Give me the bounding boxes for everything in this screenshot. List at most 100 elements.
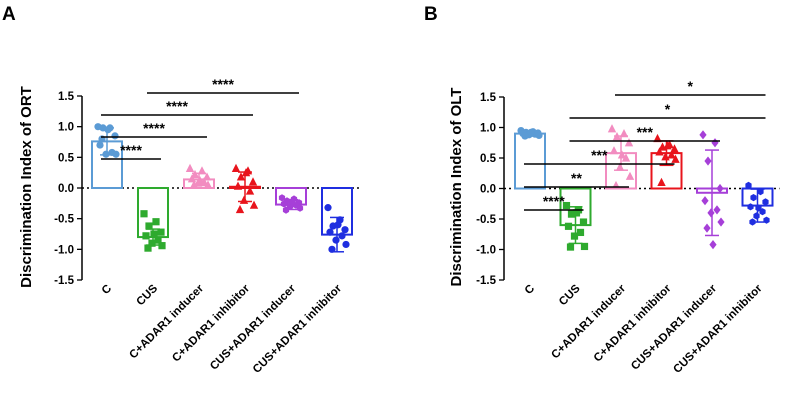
panel-a-data-point: [245, 186, 255, 195]
panel-a-data-point: [248, 177, 258, 186]
panel-b-data-point: [703, 223, 711, 233]
panel-a-data-point: [241, 168, 251, 177]
panel-b-y-tick-label: 1.0: [480, 123, 496, 135]
panel-b-significance-label: ***: [637, 124, 654, 140]
panel-a-y-tick-label: 1.5: [58, 91, 75, 103]
panel-b-data-point: [670, 144, 679, 153]
panel-a-data-point: [195, 176, 205, 185]
panel-b-data-point: [566, 243, 575, 251]
panel-b-data-point: [617, 150, 627, 159]
panel-b-data-point: [699, 130, 707, 140]
panel-b-significance-label: **: [571, 170, 582, 186]
panel-b-data-point: [621, 153, 631, 162]
panel-a-data-point: [112, 150, 120, 158]
panel-a-data-point: [278, 194, 286, 202]
panel-a-data-point: [338, 232, 346, 240]
panel-b-data-point: [657, 177, 666, 186]
panel-a-significance-label: ****: [166, 98, 188, 114]
panel-b-significance-label: ***: [591, 147, 608, 163]
panel-a-significance-label: ****: [143, 120, 165, 136]
panel-b-data-point: [749, 218, 756, 226]
panel-b-data-point: [667, 150, 676, 159]
panel-a-significance-label: ****: [212, 76, 234, 92]
panel-a-y-tick-label: -1.5: [54, 275, 74, 287]
panel-b-data-point: [655, 147, 664, 156]
panel-b-data-point: [747, 203, 754, 211]
panel-a-data-point: [334, 221, 342, 229]
panel-a-data-point: [326, 228, 334, 236]
panel-a-data-point: [282, 206, 290, 214]
panel-b-x-tick-label: CUS+ADAR1 inhibitor: [671, 282, 765, 376]
panel-b-y-tick-label: -0.5: [476, 214, 496, 226]
panel-b-data-point: [661, 152, 670, 161]
panel-a-data-point: [235, 204, 245, 214]
panel-b-data-point: [753, 212, 760, 220]
panel-b: B Discrimination Index of OLT 1.5 1.0 0.5 0…: [424, 4, 780, 376]
panel-b-data-point: [707, 208, 715, 218]
panel-a-data-point: [150, 230, 158, 238]
panel-a-data-point: [154, 236, 162, 244]
panel-a-data-point: [157, 228, 165, 236]
panel-a-data-point: [140, 210, 148, 218]
panel-b-data-point: [717, 217, 725, 227]
panel-b-data-point: [576, 228, 585, 237]
panel-b-data-point: [663, 141, 672, 150]
panel-b-data-point: [615, 162, 625, 171]
panel-a-data-point: [96, 141, 104, 149]
panel-b-x-tick-label: C+ADAR1 inhibitor: [592, 282, 674, 364]
panel-a-data-point: [341, 226, 349, 234]
panel-a-y-tick-label: -1.0: [54, 244, 74, 256]
panel-a-x-tick-label: CUS+ADAR1 inhibitor: [251, 282, 345, 376]
panel-b-data-point: [653, 133, 662, 143]
panel-b-data-point: [535, 131, 543, 140]
panel-b-data-point: [763, 216, 770, 224]
panel-b-data-point: [624, 138, 634, 147]
panel-b-data-point: [607, 124, 617, 133]
panel-a-data-point: [197, 166, 207, 175]
panel-a-data-point: [102, 150, 110, 158]
panel-b-data-point: [619, 129, 629, 138]
panel-b-x-tick-label: CUS+ADAR1 inducer: [629, 282, 719, 372]
panel-b-data-point: [757, 188, 764, 196]
panel-a-data-point: [158, 242, 166, 250]
panel-a-data-point: [203, 180, 213, 189]
panel-a-x-tick-label: CUS+ADAR1 inducer: [208, 282, 298, 372]
panel-b-data-point: [671, 154, 680, 163]
panel-a-data-point: [202, 172, 212, 181]
panel-a-y-tick-label: -0.5: [54, 214, 74, 226]
panel-a-data-point: [288, 197, 296, 206]
panel-b-data-point: [716, 183, 724, 194]
panel-b-y-tick-label: 0.5: [480, 153, 497, 165]
panel-a-data-point: [231, 163, 241, 172]
panel-b-data-point: [564, 222, 573, 230]
panel-b-data-point: [625, 171, 635, 180]
panel-a: A Discrimination Index of ORT 1.5 1.0 0.5 0…: [2, 4, 359, 376]
panel-a-y-tick-label: 1.0: [58, 122, 74, 134]
panel-b-data-point: [709, 240, 717, 250]
panel-a-data-point: [328, 245, 336, 253]
panel-a-data-point: [342, 240, 350, 249]
panel-b-data-point: [521, 132, 529, 140]
panel-a-data-point: [324, 204, 332, 212]
panel-b-y-tick-label: -1.5: [476, 275, 496, 287]
panel-a-y-tick-label: 0.0: [58, 183, 74, 195]
panel-a-data-point: [187, 174, 197, 183]
panel-a-y-tick-label: 0.5: [58, 152, 75, 164]
panel-a-significance-label: ****: [120, 142, 142, 158]
panel-b-bar: [514, 132, 546, 190]
panel-a-x-tick-label: C+ADAR1 inhibitor: [170, 282, 252, 364]
panel-b-significance-label: *: [688, 78, 694, 94]
panel-a-data-point: [152, 218, 160, 226]
panel-b-y-tick-label: 0.0: [480, 184, 496, 196]
panel-b-data-point: [711, 138, 719, 148]
panel-a-label: A: [2, 4, 16, 25]
panel-b-data-point: [745, 181, 752, 189]
panel-a-data-point: [104, 126, 112, 134]
panel-b-y-tick-label: -1.0: [476, 245, 496, 257]
panel-b-data-point: [579, 218, 588, 226]
panel-b-x-tick-label: C+ADAR1 inducer: [549, 282, 628, 361]
panel-a-x-tick-label: CUS: [134, 282, 160, 308]
